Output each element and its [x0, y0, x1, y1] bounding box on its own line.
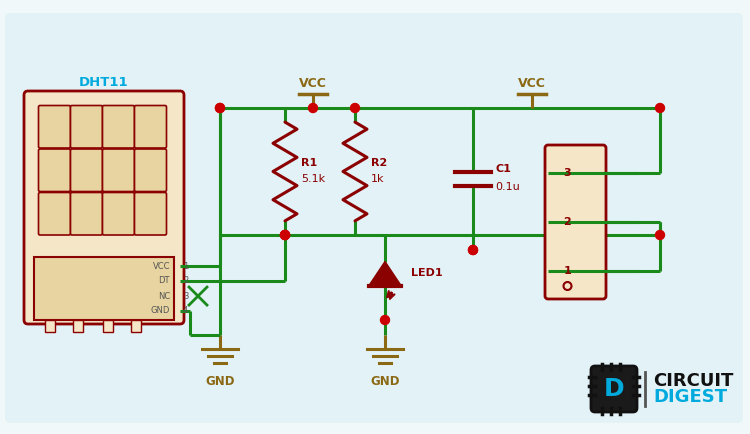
- FancyBboxPatch shape: [5, 13, 743, 423]
- Text: NC: NC: [158, 292, 170, 301]
- Text: D: D: [604, 377, 624, 401]
- FancyBboxPatch shape: [103, 149, 134, 191]
- Circle shape: [280, 230, 290, 240]
- Polygon shape: [369, 262, 401, 286]
- Bar: [103, 320, 113, 332]
- Bar: [34, 257, 174, 320]
- Circle shape: [380, 316, 389, 325]
- Text: 0.1u: 0.1u: [495, 182, 520, 192]
- Circle shape: [350, 103, 359, 112]
- Text: 1k: 1k: [371, 174, 385, 184]
- Bar: [131, 320, 141, 332]
- Text: R1: R1: [301, 158, 317, 168]
- Circle shape: [215, 103, 224, 112]
- FancyBboxPatch shape: [103, 193, 134, 235]
- FancyBboxPatch shape: [134, 193, 166, 235]
- Circle shape: [280, 230, 290, 240]
- FancyBboxPatch shape: [134, 149, 166, 191]
- Text: GND: GND: [370, 375, 400, 388]
- Circle shape: [280, 230, 290, 240]
- Text: 3: 3: [183, 292, 188, 301]
- FancyBboxPatch shape: [70, 149, 103, 191]
- Text: R2: R2: [371, 158, 387, 168]
- Circle shape: [656, 230, 664, 240]
- FancyBboxPatch shape: [545, 145, 606, 299]
- Text: VCC: VCC: [152, 262, 170, 271]
- FancyBboxPatch shape: [24, 91, 184, 324]
- Text: 1: 1: [564, 266, 572, 276]
- Text: 3: 3: [564, 168, 572, 178]
- FancyBboxPatch shape: [103, 105, 134, 148]
- FancyBboxPatch shape: [70, 105, 103, 148]
- Text: LED1: LED1: [411, 269, 442, 279]
- Circle shape: [469, 246, 478, 254]
- Text: CIRCUIT: CIRCUIT: [653, 372, 734, 391]
- Text: 2: 2: [564, 217, 572, 227]
- Text: 1: 1: [183, 262, 188, 271]
- Bar: [45, 320, 55, 332]
- Text: GND: GND: [151, 306, 170, 315]
- FancyBboxPatch shape: [38, 193, 70, 235]
- FancyBboxPatch shape: [591, 366, 637, 412]
- Circle shape: [215, 103, 224, 112]
- Text: VCC: VCC: [518, 77, 546, 90]
- Text: 5.1k: 5.1k: [301, 174, 326, 184]
- Text: VCC: VCC: [299, 77, 327, 90]
- Text: GND: GND: [206, 375, 235, 388]
- FancyBboxPatch shape: [38, 149, 70, 191]
- FancyBboxPatch shape: [70, 193, 103, 235]
- Text: 2: 2: [183, 276, 188, 286]
- Circle shape: [308, 103, 317, 112]
- Circle shape: [656, 103, 664, 112]
- Text: DHT11: DHT11: [80, 76, 129, 89]
- Text: DT: DT: [158, 276, 170, 286]
- Text: 4: 4: [183, 306, 188, 315]
- FancyBboxPatch shape: [38, 105, 70, 148]
- Circle shape: [469, 246, 478, 254]
- Bar: [73, 320, 83, 332]
- Text: C1: C1: [495, 164, 511, 174]
- Text: DIGEST: DIGEST: [653, 388, 727, 406]
- FancyBboxPatch shape: [134, 105, 166, 148]
